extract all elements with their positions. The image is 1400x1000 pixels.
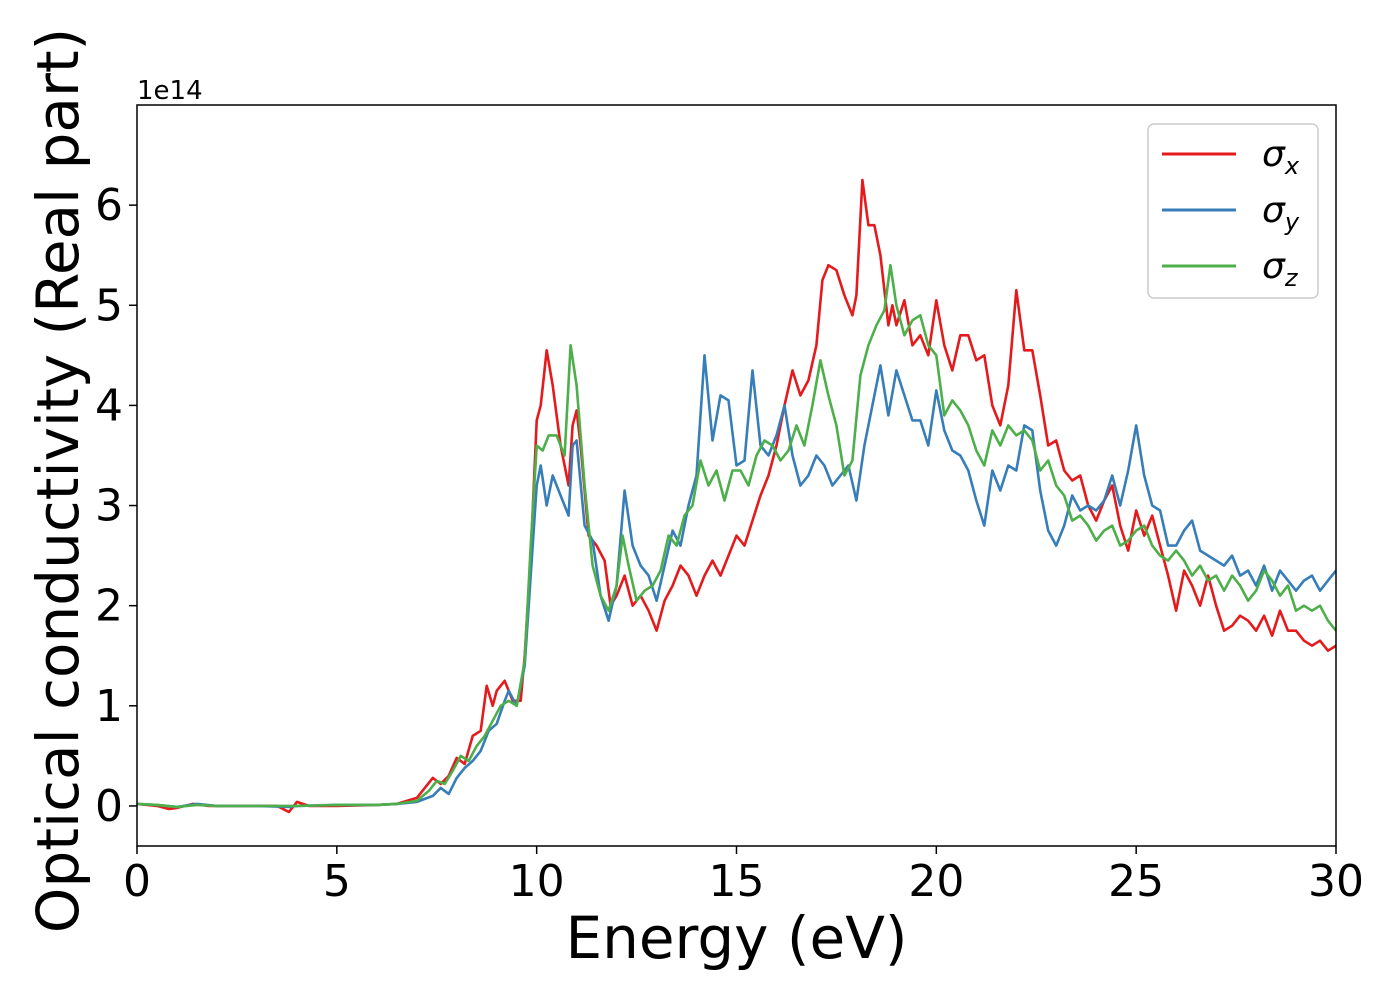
plot-area [137,178,1336,814]
x-axis-label: Energy (eV) [565,904,907,972]
series-line-x [137,178,1336,814]
y-tick-label: 4 [95,380,123,431]
x-tick-label: 10 [509,856,565,907]
y-tick-label: 6 [95,180,123,231]
y-tick-label: 0 [95,781,123,832]
x-tick-label: 5 [323,856,351,907]
x-tick-label: 0 [123,856,151,907]
y-tick-label: 1 [95,681,123,732]
legend-label-z: σz [1262,246,1299,292]
y-tick-label: 2 [95,581,123,632]
x-tick-label: 15 [709,856,765,907]
y-tick-label: 3 [95,481,123,532]
x-tick-label: 20 [908,856,964,907]
series-line-z [137,263,1336,809]
series-line-y [137,354,1336,809]
x-tick-label: 25 [1108,856,1164,907]
y-axis-label: Optical conductivity (Real part) [24,28,92,933]
x-tick-label: 30 [1308,856,1364,907]
y-tick-label: 5 [95,280,123,331]
x-axis: 0 5 10 15 20 25 30 [123,846,1364,907]
y-axis: 0 1 2 3 4 5 6 [95,180,137,832]
y-offset-label: 1e14 [137,76,203,106]
